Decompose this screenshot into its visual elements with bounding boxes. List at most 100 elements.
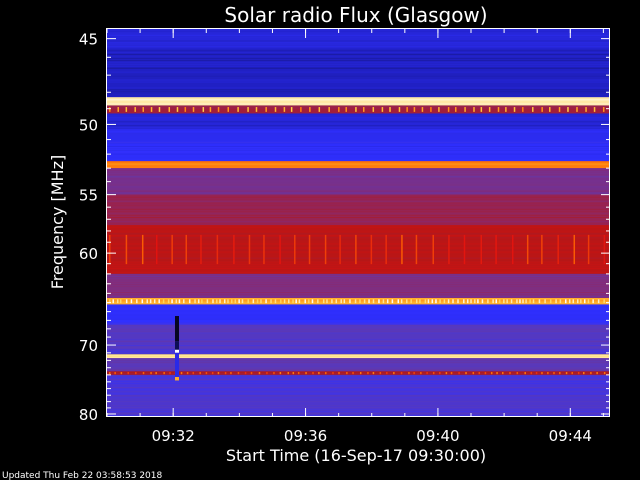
interference-dash xyxy=(448,235,450,264)
interference-dash xyxy=(181,372,183,374)
interference-dash xyxy=(401,235,403,264)
band-texture xyxy=(107,407,610,408)
band-texture xyxy=(107,121,610,122)
band-texture xyxy=(107,385,610,386)
interference-dash xyxy=(142,235,144,264)
band-texture xyxy=(107,389,610,390)
interference-dash xyxy=(284,299,286,303)
band-texture xyxy=(107,415,610,416)
interference-dash xyxy=(177,107,179,112)
interference-dash xyxy=(131,299,133,303)
interference-dash xyxy=(187,372,189,374)
band-texture xyxy=(107,97,610,98)
band-texture xyxy=(107,315,610,316)
interference-dash xyxy=(117,299,119,303)
interference-dash xyxy=(345,107,347,112)
interference-dash xyxy=(485,372,487,374)
interference-dash xyxy=(467,299,469,303)
interference-dash xyxy=(312,299,314,303)
interference-dash xyxy=(522,107,524,112)
interference-dash xyxy=(312,372,314,374)
interference-dash xyxy=(134,107,136,112)
interference-dash xyxy=(592,299,594,303)
band-texture xyxy=(107,89,610,90)
interference-dash xyxy=(265,107,267,112)
y-tick-label: 80 xyxy=(79,406,98,424)
interference-dash xyxy=(158,299,160,303)
interference-dash xyxy=(253,299,255,303)
band-texture xyxy=(107,127,610,128)
y-tick-label: 55 xyxy=(79,187,98,205)
frequency-band xyxy=(107,113,610,129)
band-texture xyxy=(107,164,610,165)
interference-dash xyxy=(292,299,294,303)
band-texture xyxy=(107,270,610,271)
band-texture xyxy=(107,157,610,158)
interference-dash xyxy=(603,299,605,303)
band-texture xyxy=(107,111,610,112)
interference-dash xyxy=(332,372,334,374)
band-texture xyxy=(107,393,610,394)
interference-dash xyxy=(527,235,529,264)
interference-dash xyxy=(496,372,498,374)
band-texture xyxy=(107,48,610,49)
interference-dash xyxy=(280,372,282,374)
band-texture xyxy=(107,33,610,34)
x-axis-label: Start Time (16-Sep-17 09:30:00) xyxy=(226,446,486,465)
frequency-band xyxy=(107,195,610,226)
band-texture xyxy=(107,225,610,226)
band-texture xyxy=(107,186,610,187)
interference-dash xyxy=(200,235,202,264)
band-texture xyxy=(107,377,610,378)
band-texture xyxy=(107,174,610,175)
interference-dash xyxy=(565,299,567,303)
interference-dash xyxy=(509,372,511,374)
band-texture xyxy=(107,176,610,177)
interference-dash xyxy=(155,372,157,374)
interference-dash xyxy=(585,107,587,112)
interference-dash xyxy=(273,372,275,374)
interference-dash xyxy=(339,235,341,264)
band-texture xyxy=(107,146,610,147)
band-texture xyxy=(107,258,610,259)
band-texture xyxy=(107,371,610,372)
band-texture xyxy=(107,333,610,334)
interference-dash xyxy=(251,372,253,374)
interference-dash xyxy=(363,107,365,112)
interference-dash xyxy=(514,107,516,112)
interference-dash xyxy=(299,299,301,303)
interference-dash xyxy=(588,299,590,303)
frequency-band xyxy=(107,48,610,98)
band-texture xyxy=(107,182,610,183)
interference-dash xyxy=(555,299,557,303)
band-texture xyxy=(107,39,610,40)
band-texture xyxy=(107,213,610,214)
interference-dash xyxy=(416,299,418,303)
interference-dash xyxy=(295,299,297,303)
frequency-band xyxy=(107,395,610,417)
interference-dash xyxy=(305,372,307,374)
band-texture xyxy=(107,60,610,61)
band-texture xyxy=(107,304,610,305)
interference-dash xyxy=(474,299,476,303)
band-texture xyxy=(107,50,610,51)
interference-dash xyxy=(179,299,181,303)
interference-dash xyxy=(235,299,237,303)
band-texture xyxy=(107,245,610,246)
interference-dash xyxy=(120,299,122,303)
band-texture xyxy=(107,217,610,218)
frequency-band xyxy=(107,144,610,162)
frequency-band xyxy=(107,354,610,358)
interference-dash xyxy=(344,299,346,303)
band-texture xyxy=(107,353,610,354)
interference-dash xyxy=(401,299,403,303)
interference-dash xyxy=(217,235,219,264)
interference-dash xyxy=(439,299,441,303)
band-texture xyxy=(107,191,610,192)
frequency-band xyxy=(107,97,610,106)
band-texture xyxy=(107,195,610,196)
band-texture xyxy=(107,207,610,208)
band-texture xyxy=(107,366,610,367)
band-texture xyxy=(107,140,610,141)
interference-dash xyxy=(393,372,395,374)
